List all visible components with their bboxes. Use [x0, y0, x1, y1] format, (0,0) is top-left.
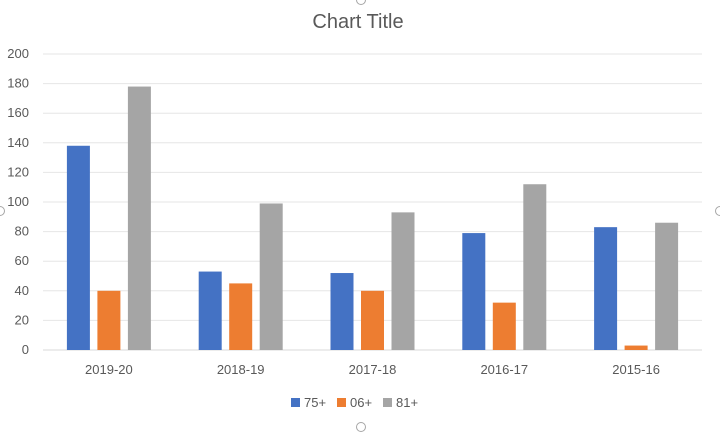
bar-81plus-2018-19[interactable]	[259, 203, 283, 350]
resize-handle-right[interactable]	[715, 206, 720, 216]
bar-06plus-2015-16[interactable]	[624, 345, 648, 350]
bar-75plus-2017-18[interactable]	[330, 273, 354, 350]
y-tick-label: 200	[7, 46, 29, 61]
x-axis-tick-labels: 2019-20 2018-19 2017-18 2016-17 2015-16	[85, 362, 660, 377]
y-tick-label: 60	[15, 253, 29, 268]
x-tick-label: 2016-17	[480, 362, 528, 377]
x-tick-label: 2018-19	[217, 362, 265, 377]
bar-75plus-2015-16[interactable]	[594, 227, 618, 350]
legend-label[interactable]: 75+	[304, 395, 326, 410]
chart-title[interactable]: Chart Title	[312, 11, 403, 33]
legend-swatch[interactable]	[337, 398, 346, 407]
bar-75plus-2019-20[interactable]	[66, 145, 90, 350]
y-tick-label: 120	[7, 164, 29, 179]
legend[interactable]: 75+ 06+ 81+	[291, 395, 418, 410]
bar-81plus-2017-18[interactable]	[391, 212, 415, 350]
gridlines	[43, 53, 702, 351]
bar-81plus-2019-20[interactable]	[127, 86, 151, 350]
x-tick-label: 2017-18	[349, 362, 397, 377]
x-tick-label: 2019-20	[85, 362, 133, 377]
y-tick-label: 0	[22, 342, 29, 357]
legend-swatch[interactable]	[383, 398, 392, 407]
y-tick-label: 20	[15, 312, 29, 327]
x-tick-label: 2015-16	[612, 362, 660, 377]
bar-75plus-2016-17[interactable]	[462, 233, 486, 350]
bar-81plus-2016-17[interactable]	[523, 184, 547, 350]
resize-handle-bottom[interactable]	[356, 422, 366, 432]
bars	[66, 86, 679, 350]
y-tick-label: 100	[7, 194, 29, 209]
legend-label[interactable]: 06+	[350, 395, 372, 410]
bar-06plus-2017-18[interactable]	[361, 290, 384, 350]
y-tick-label: 40	[15, 283, 29, 298]
legend-label[interactable]: 81+	[396, 395, 418, 410]
y-tick-label: 160	[7, 105, 29, 120]
legend-swatch[interactable]	[291, 398, 300, 407]
y-axis-tick-labels: 0 20 40 60 80 100 120 140 160 180 200	[7, 46, 29, 357]
y-tick-label: 140	[7, 135, 29, 150]
bar-06plus-2019-20[interactable]	[97, 290, 121, 350]
bar-75plus-2018-19[interactable]	[198, 271, 222, 350]
bar-06plus-2018-19[interactable]	[229, 283, 253, 350]
y-tick-label: 180	[7, 76, 29, 91]
y-tick-label: 80	[15, 224, 29, 239]
bar-06plus-2016-17[interactable]	[492, 302, 516, 350]
bar-81plus-2015-16[interactable]	[655, 222, 679, 350]
